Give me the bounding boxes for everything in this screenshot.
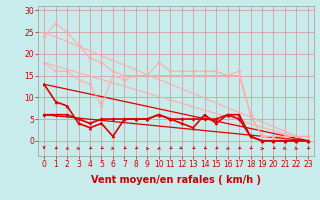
X-axis label: Vent moyen/en rafales ( km/h ): Vent moyen/en rafales ( km/h ): [91, 175, 261, 185]
